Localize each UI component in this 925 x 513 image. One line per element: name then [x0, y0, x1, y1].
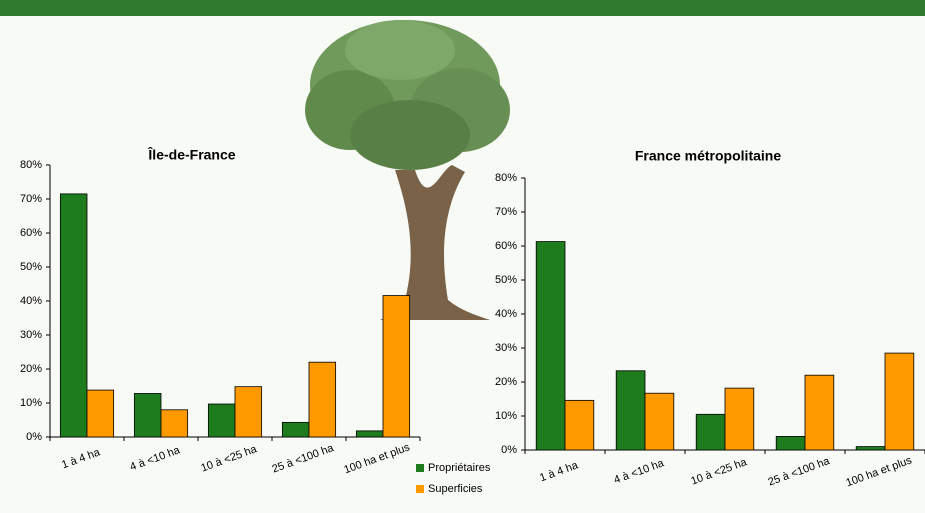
y-tick-label: 0% [26, 431, 42, 443]
chart-title: Île-de-France [147, 146, 235, 163]
y-tick-label: 70% [20, 193, 42, 205]
tree-illustration [305, 20, 510, 320]
bar [86, 389, 115, 438]
bar [355, 430, 384, 438]
y-tick-label: 10% [20, 397, 42, 409]
y-tick-label: 60% [495, 240, 517, 252]
bar [207, 403, 236, 438]
bar [644, 392, 675, 451]
y-tick-label: 20% [20, 363, 42, 375]
chart-title: France métropolitaine [635, 148, 781, 164]
header-bar [0, 0, 925, 16]
bar [775, 435, 806, 451]
y-tick-label: 30% [495, 342, 517, 354]
y-tick-label: 50% [20, 261, 42, 273]
y-tick-label: 40% [20, 295, 42, 307]
bar [615, 370, 646, 451]
y-tick-label: 40% [495, 308, 517, 320]
y-tick-label: 70% [495, 206, 517, 218]
bar [564, 399, 595, 451]
y-tick-label: 80% [495, 172, 517, 184]
bar [724, 387, 755, 451]
y-tick-label: 60% [20, 227, 42, 239]
bar [855, 446, 886, 451]
y-tick-label: 0% [501, 444, 517, 456]
bar [382, 295, 411, 438]
y-tick-label: 10% [495, 410, 517, 422]
bar [308, 361, 337, 438]
y-tick-label: 80% [20, 159, 42, 171]
bar [234, 386, 263, 438]
bar [59, 193, 88, 438]
bar [695, 413, 726, 451]
y-tick-label: 30% [20, 329, 42, 341]
bar [535, 241, 566, 451]
legend-label: Propriétaires [428, 462, 491, 474]
bar [133, 393, 162, 438]
y-tick-label: 20% [495, 376, 517, 388]
bar [884, 352, 915, 451]
legend-swatch [416, 485, 424, 493]
y-tick-label: 50% [495, 274, 517, 286]
legend-label: Superficies [428, 483, 483, 495]
bar [281, 421, 310, 438]
legend-swatch [416, 464, 424, 472]
bar [160, 409, 189, 438]
bar [804, 374, 835, 451]
